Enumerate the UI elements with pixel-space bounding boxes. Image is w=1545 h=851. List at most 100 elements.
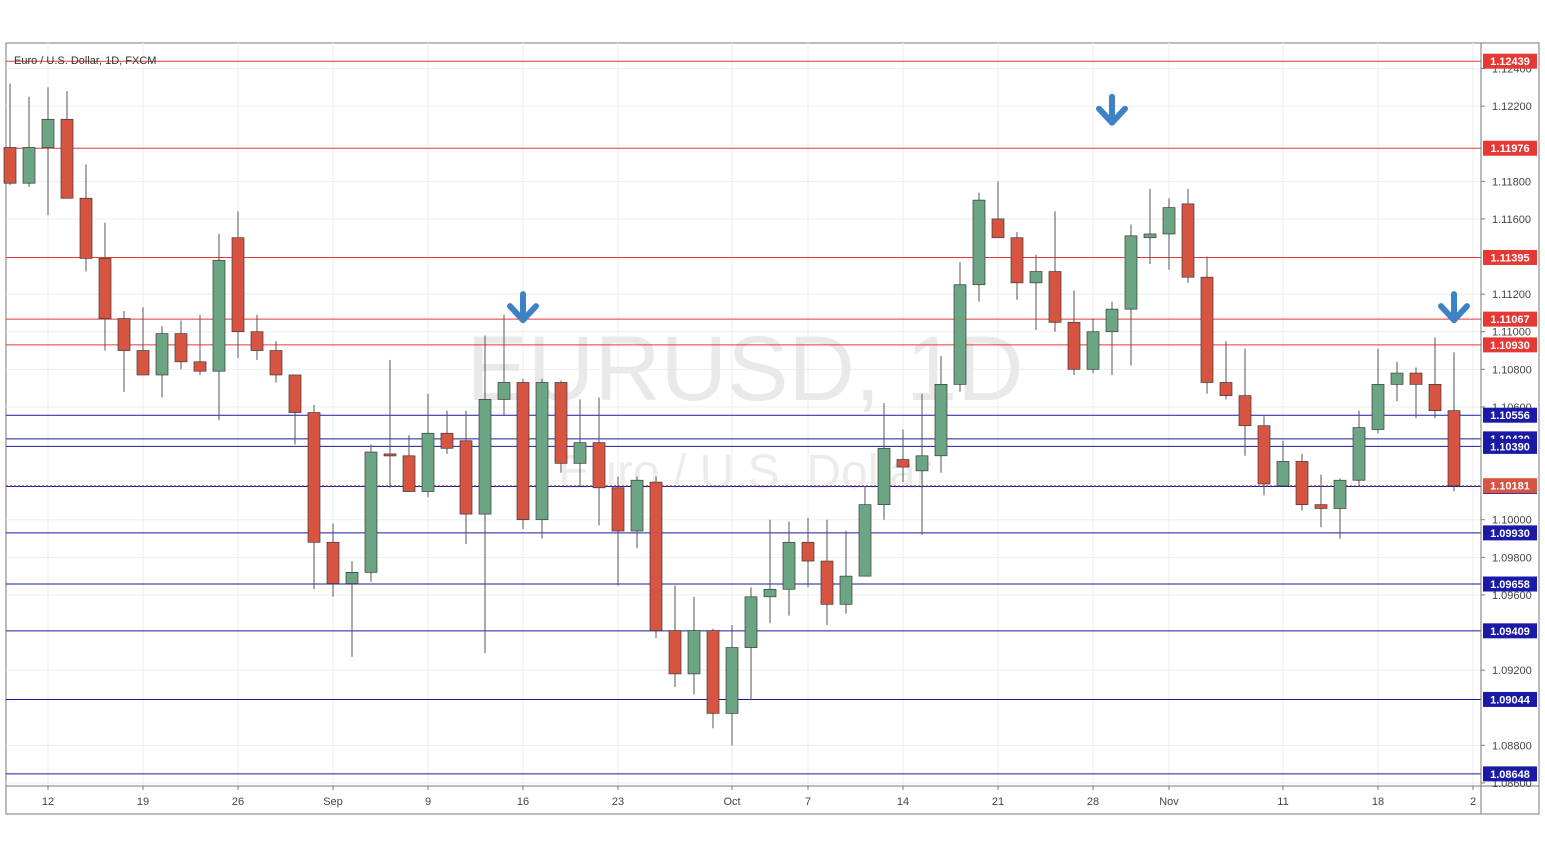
price-levels <box>6 60 1481 775</box>
y-tick-label: 1.11000 <box>1492 327 1531 339</box>
candle-down <box>1295 461 1309 506</box>
x-tick-label: 23 <box>612 796 624 808</box>
y-tick-label: 1.12200 <box>1492 101 1532 113</box>
candle-down <box>60 118 74 199</box>
candle-down <box>117 318 131 351</box>
candle-up <box>22 147 36 184</box>
candle-down <box>1200 276 1214 383</box>
candle-down <box>3 147 17 184</box>
x-tick-label: 12 <box>42 796 54 808</box>
x-tick-label: 21 <box>992 796 1004 808</box>
x-tick-label: 14 <box>897 796 909 808</box>
candle-down <box>136 350 150 376</box>
candle-down <box>1257 425 1271 485</box>
candle-up <box>155 333 169 376</box>
x-tick-label: 9 <box>425 796 431 808</box>
x-tick-label: 28 <box>1087 796 1099 808</box>
candle-up <box>1162 207 1176 235</box>
y-tick-label: 1.09600 <box>1492 590 1532 602</box>
resistance-price-label: 1.12439 <box>1490 56 1530 68</box>
support-price-badge <box>1483 407 1537 423</box>
chart-frame <box>5 42 1540 815</box>
candle-down <box>820 560 834 605</box>
candle-down <box>991 218 1005 239</box>
resistance-price-label: 1.11067 <box>1490 314 1529 326</box>
support-price-label: 1.09409 <box>1490 626 1530 638</box>
candle-up <box>535 382 549 521</box>
candle-down <box>250 331 264 351</box>
candle-up <box>1333 479 1347 509</box>
candle-down <box>592 442 606 489</box>
candle-down <box>516 382 530 521</box>
resistance-price-label: 1.11395 <box>1490 252 1529 264</box>
x-tick-label: 7 <box>805 796 811 808</box>
down-arrow-icon <box>507 291 539 324</box>
candle-up <box>687 630 701 675</box>
candle-up <box>972 199 986 286</box>
y-tick-label: 1.10000 <box>1492 515 1532 527</box>
support-price-badge <box>1483 525 1537 541</box>
candle-up <box>1352 427 1366 481</box>
support-price-badge <box>1483 438 1537 454</box>
candle-down <box>1447 410 1461 487</box>
candle-down <box>706 630 720 714</box>
candle-down <box>1314 504 1328 509</box>
candle-up <box>497 382 511 400</box>
candle-down <box>79 197 93 259</box>
candle-up <box>763 588 777 598</box>
resistance-price-label: 1.10930 <box>1490 340 1530 352</box>
candle-up <box>858 504 872 577</box>
resistance-price-badge <box>1483 140 1537 156</box>
candle-up <box>1029 271 1043 284</box>
candle-down <box>1181 203 1195 278</box>
candle-down <box>307 412 321 543</box>
candle-down <box>668 630 682 675</box>
candle-up <box>1124 235 1138 310</box>
candle-down <box>1238 395 1252 427</box>
candle-down <box>459 440 473 515</box>
candle-up <box>345 572 359 584</box>
candle-up <box>421 432 435 492</box>
candle-down <box>801 541 815 562</box>
candles <box>3 83 1461 746</box>
x-tick-label: 19 <box>137 796 149 808</box>
candle-down <box>1048 271 1062 323</box>
support-price-label: 1.09658 <box>1490 579 1530 591</box>
x-tick-label: Sep <box>323 796 343 808</box>
y-tick-label: 1.09800 <box>1492 552 1532 564</box>
candle-down <box>402 455 416 492</box>
last-price-badge <box>1483 478 1537 494</box>
support-price-label: 1.09044 <box>1490 694 1531 706</box>
candle-down <box>1409 372 1423 385</box>
x-tick-label: Oct <box>723 796 740 808</box>
support-price-label: 1.10556 <box>1490 410 1530 422</box>
candle-up <box>212 259 226 372</box>
candle-down <box>896 459 910 468</box>
resistance-price-label: 1.11976 <box>1490 143 1529 155</box>
candle-up <box>1143 233 1157 239</box>
arrow-annotations <box>507 93 1470 324</box>
candle-up <box>1371 384 1385 430</box>
y-tick-label: 1.10800 <box>1492 364 1532 376</box>
time-axis: 12 19 26 Sep 9 16 23 Oct 7 14 21 28 Nov 11 18 2 <box>42 786 1476 808</box>
candle-down <box>174 333 188 363</box>
candle-down <box>1219 382 1233 396</box>
candle-up <box>41 118 55 148</box>
candle-down <box>611 487 625 532</box>
candle-down <box>193 361 207 372</box>
support-price-label: 1.10390 <box>1490 441 1530 453</box>
x-tick-label: 11 <box>1277 796 1288 808</box>
candle-up <box>839 575 853 605</box>
support-price-badge <box>1483 576 1537 592</box>
candle-up <box>725 647 739 714</box>
candle-up <box>1276 461 1290 487</box>
candle-down <box>231 237 245 333</box>
candle-up <box>364 451 378 573</box>
candle-down <box>288 374 302 413</box>
down-arrow-icon <box>1438 291 1470 324</box>
candle-up <box>915 455 929 472</box>
support-price-badge <box>1483 623 1537 639</box>
chart-title: Euro / U.S. Dollar, 1D, FXCM <box>14 55 156 67</box>
candle-down <box>326 541 340 584</box>
resistance-price-badge <box>1483 249 1537 265</box>
